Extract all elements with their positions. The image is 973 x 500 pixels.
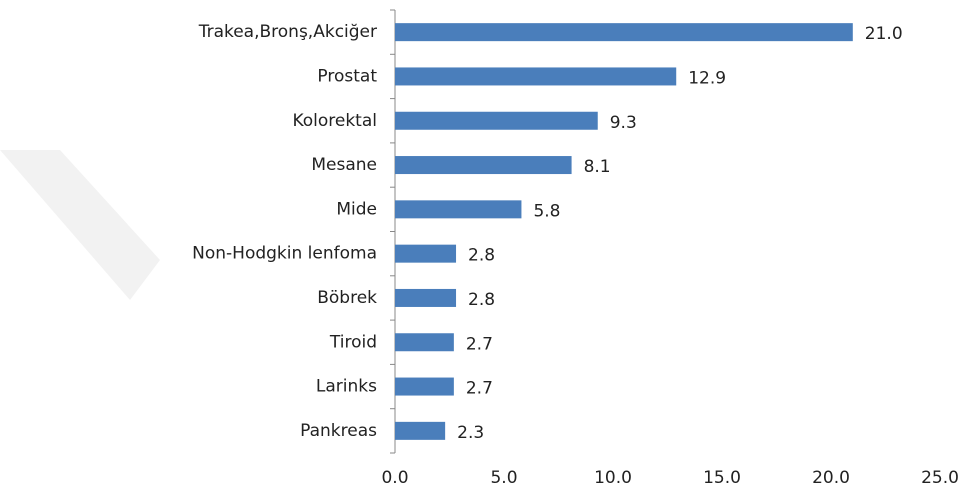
y-tick-label: Pankreas [300,421,377,441]
bar [395,244,457,263]
bar [395,200,522,219]
value-label: 8.1 [584,157,611,177]
bar [395,23,853,42]
y-tick-label: Tiroid [329,332,377,352]
value-label: 5.8 [533,201,560,221]
value-label: 9.3 [610,113,637,133]
x-tick-label: 10.0 [594,468,632,488]
bar [395,421,446,440]
bar [395,111,598,130]
value-label: 12.9 [688,68,726,88]
y-tick-label: Trakea,Bronş,Akciğer [198,22,377,42]
value-label: 2.8 [468,290,495,310]
bar [395,288,457,307]
y-tick-label: Non-Hodgkin lenfoma [192,244,377,264]
bar [395,333,454,352]
y-tick-label: Larinks [316,377,377,397]
y-tick-label: Prostat [317,66,377,86]
y-tick-label: Mide [336,199,377,219]
y-tick-label: Böbrek [317,288,377,308]
value-label: 2.3 [457,423,484,443]
watermark [0,150,160,300]
value-label: 21.0 [865,24,903,44]
y-tick-label: Kolorektal [292,111,377,131]
x-tick-label: 25.0 [921,468,959,488]
bar [395,67,677,86]
x-tick-label: 15.0 [703,468,741,488]
value-label: 2.8 [468,246,495,266]
value-label: 2.7 [466,379,493,399]
bar [395,377,454,396]
y-tick-label: Mesane [311,155,377,175]
bar [395,156,572,175]
x-tick-label: 5.0 [490,468,517,488]
x-tick-label: 0.0 [381,468,408,488]
x-tick-label: 20.0 [812,468,850,488]
value-label: 2.7 [466,334,493,354]
